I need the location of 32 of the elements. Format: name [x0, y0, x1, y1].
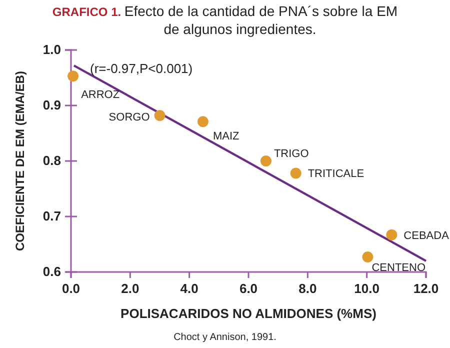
- y-tick-label: 0.7: [42, 208, 61, 224]
- point: [362, 252, 374, 263]
- annotation: (r=-0.97,P<0.001): [90, 61, 193, 76]
- chart-title: GRAFICO 1.: [52, 5, 124, 19]
- annotation: TRIGO: [274, 148, 310, 160]
- x-tick-label: 6.0: [239, 281, 258, 296]
- x-tick-label: 0.0: [62, 281, 80, 296]
- point: [260, 156, 272, 166]
- x-tick-label: 8.0: [298, 281, 317, 296]
- point: [197, 116, 208, 128]
- x-tick-label: 4.0: [180, 281, 198, 296]
- text: Choct y Annison, 1991.: [174, 332, 276, 343]
- x-tick-label: 2.0: [121, 281, 140, 296]
- point: [154, 110, 166, 121]
- x-tick-label: 10.0: [354, 281, 380, 296]
- annotation: SORGO: [108, 111, 150, 124]
- annotation: CEBADA: [404, 230, 450, 242]
- y-tick-label: 1.0: [42, 42, 61, 58]
- y-axis-title: COEFICIENTE DE EM (EMA/EB): [13, 70, 27, 252]
- point: [290, 168, 302, 179]
- point: [68, 70, 79, 82]
- y-tick-label: 0.9: [42, 98, 61, 113]
- y-tick-label: 0.8: [42, 153, 61, 168]
- point: [386, 229, 398, 240]
- annotation: TRITICALE: [308, 168, 364, 180]
- annotation: MAIZ: [212, 130, 240, 143]
- x-tick-label: 12.0: [413, 281, 439, 296]
- annotation: ARROZ: [81, 89, 120, 102]
- chart-subtitle: Efecto de la cantidad de PNA´s sobre la EM de algunos ingredientes.: [124, 3, 398, 37]
- x-axis-title: POLISACARIDOS NO ALMIDONES (%MS): [120, 306, 376, 321]
- y-tick-label: 0.6: [42, 264, 61, 280]
- annotation: CENTENO: [372, 262, 426, 274]
